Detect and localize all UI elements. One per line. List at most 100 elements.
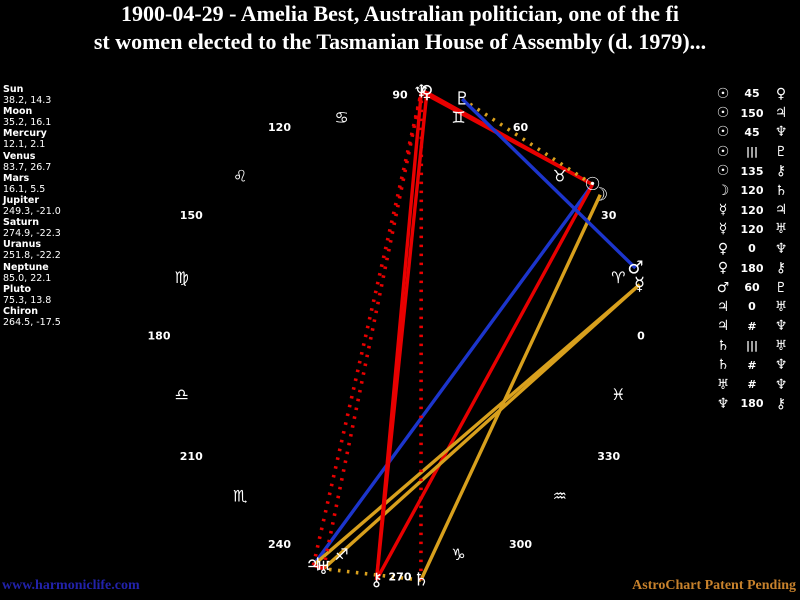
aspect-angle: #: [747, 378, 757, 392]
planet-coords-moon: 35.2, 16.1: [3, 117, 52, 129]
aspect-angle: 45: [744, 87, 760, 101]
saturn-glyph-icon: ♄: [716, 357, 730, 374]
aspect-row-mercury-uranus: ☿ 120 ♅: [712, 220, 792, 239]
aspect-angle: 0: [748, 300, 756, 314]
planet-coords-mars: 16.1, 5.5: [3, 183, 46, 195]
aspect-row-sun-venus: ☉ 45 ♀: [712, 84, 792, 103]
sign-taurus-icon: ♉: [553, 167, 567, 186]
aspect-line-sun-jupiter: [312, 183, 594, 567]
sun-glyph-icon: ☉: [716, 105, 730, 122]
aspect-row-mars-pluto: ♂ 60 ♇: [712, 278, 792, 297]
venus-glyph-icon: ♀: [717, 240, 729, 257]
degree-label-30: 30: [601, 209, 617, 222]
degree-label-210: 210: [180, 450, 203, 463]
sign-pisces-icon: ♓: [611, 385, 625, 404]
jupiter-glyph-icon: ♃: [774, 202, 788, 219]
patent-notice: AstroChart Patent Pending: [632, 578, 796, 593]
aspect-line-sun-chiron: [375, 183, 595, 581]
sign-leo-icon: ♌: [233, 167, 247, 186]
website-link[interactable]: www.harmoniclife.com: [2, 578, 140, 593]
sign-virgo-icon: ♍: [175, 268, 189, 287]
degree-label-60: 60: [513, 121, 529, 134]
aspect-angle: 120: [740, 203, 764, 217]
chiron-glyph-icon: ⚷: [775, 260, 787, 277]
wheel-planet-sun-icon: ☉: [584, 174, 600, 195]
planet-name-sun: Sun: [3, 84, 24, 95]
moon-glyph-icon: ☽: [716, 182, 730, 199]
sun-glyph-icon: ☉: [716, 85, 730, 102]
aspect-row-neptune-chiron: ♆ 180 ⚷: [712, 394, 792, 413]
wheel-planet-chiron-icon: ⚷: [370, 569, 383, 590]
uranus-glyph-icon: ♅: [774, 298, 788, 315]
aspect-row-saturn-uranus: ♄ ||| ♅: [712, 336, 792, 355]
sun-glyph-icon: ☉: [716, 163, 730, 180]
wheel-planet-neptune-icon: ♆: [413, 81, 429, 102]
aspect-row-jupiter-uranus: ♃ 0 ♅: [712, 297, 792, 316]
wheel-planet-pluto-icon: ♇: [454, 89, 470, 110]
sign-libra-icon: ♎: [175, 385, 189, 404]
chiron-glyph-icon: ⚷: [775, 163, 787, 180]
mars-glyph-icon: ♂: [716, 279, 730, 296]
aspect-line-neptune-chiron: [374, 91, 424, 581]
degree-label-90: 90: [392, 89, 408, 102]
sign-scorpio-icon: ♏: [233, 486, 247, 505]
aspect-row-sun-neptune: ☉ 45 ♆: [712, 123, 792, 142]
pluto-glyph-icon: ♇: [774, 279, 788, 296]
planet-name-mars: Mars: [3, 172, 30, 184]
planet-name-moon: Moon: [3, 106, 33, 118]
sign-capricorn-icon: ♑: [451, 545, 465, 564]
planet-name-mercury: Mercury: [3, 128, 47, 140]
jupiter-glyph-icon: ♃: [716, 298, 730, 315]
aspect-line-sun-pluto: [461, 97, 594, 186]
aspect-angle: |||: [745, 339, 759, 353]
aspect-angle: #: [747, 319, 757, 333]
aspect-angle: 180: [740, 397, 764, 411]
planet-name-uranus: Uranus: [3, 239, 41, 251]
wheel-planet-venus-icon: ♀: [420, 82, 433, 103]
aspect-row-venus-neptune: ♀ 0 ♆: [712, 239, 792, 258]
jupiter-glyph-icon: ♃: [774, 105, 788, 122]
mercury-glyph-icon: ☿: [718, 202, 728, 219]
neptune-glyph-icon: ♆: [774, 318, 788, 335]
aspect-row-sun-pluto: ☉ ||| ♇: [712, 142, 792, 161]
pluto-glyph-icon: ♇: [774, 143, 788, 160]
degree-label-0: 0: [637, 330, 645, 343]
degree-label-330: 330: [597, 450, 620, 463]
degree-label-270: 270: [389, 571, 412, 584]
aspect-line-moon-saturn: [419, 194, 602, 581]
neptune-glyph-icon: ♆: [774, 357, 788, 374]
aspect-angle: 120: [740, 222, 764, 236]
sun-glyph-icon: ☉: [716, 143, 730, 160]
planet-name-jupiter: Jupiter: [3, 194, 40, 206]
planet-coords-pluto: 75.3, 13.8: [3, 294, 52, 306]
wheel-planet-mars-icon: ♂: [627, 258, 643, 279]
wheel-planet-jupiter-icon: ♃: [305, 555, 321, 576]
sign-sagittarius-icon: ♐: [334, 545, 348, 564]
degree-label-150: 150: [180, 209, 203, 222]
sun-glyph-icon: ☉: [716, 124, 730, 141]
mercury-glyph-icon: ☿: [718, 221, 728, 238]
degree-label-120: 120: [268, 121, 291, 134]
aspect-line-saturn-uranus: [323, 566, 422, 582]
uranus-glyph-icon: ♅: [716, 376, 730, 393]
aspect-row-uranus-neptune: ♅ # ♆: [712, 375, 792, 394]
uranus-glyph-icon: ♅: [774, 337, 788, 354]
chart-title-line-1: 1900-04-29 - Amelia Best, Australian pol…: [121, 1, 679, 26]
neptune-glyph-icon: ♆: [774, 124, 788, 141]
venus-glyph-icon: ♀: [775, 85, 787, 102]
planet-name-neptune: Neptune: [3, 261, 49, 273]
aspect-line-sun-neptune: [420, 90, 594, 186]
saturn-glyph-icon: ♄: [716, 337, 730, 354]
planet-name-venus: Venus: [3, 150, 36, 162]
planet-coords-venus: 83.7, 26.7: [3, 161, 52, 173]
aspect-angle: 135: [740, 164, 764, 178]
degree-label-300: 300: [509, 538, 532, 551]
planet-coords-neptune: 85.0, 22.1: [3, 272, 52, 284]
aspect-angle: |||: [745, 145, 759, 159]
aspect-angle: 60: [744, 281, 760, 295]
aspect-row-venus-chiron: ♀ 180 ⚷: [712, 259, 792, 278]
sign-aries-icon: ♈: [611, 268, 625, 287]
neptune-glyph-icon: ♆: [774, 240, 788, 257]
